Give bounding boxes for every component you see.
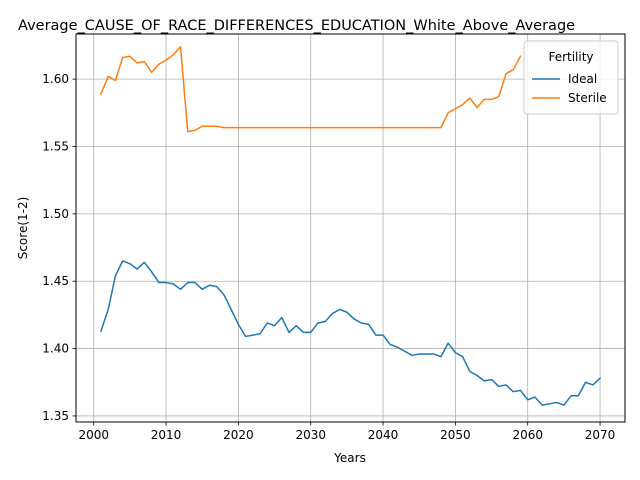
x-tick-label: 2030 (295, 428, 326, 442)
chart-title: Average_CAUSE_OF_RACE_DIFFERENCES_EDUCAT… (18, 18, 575, 34)
y-tick-label: 1.35 (42, 409, 69, 423)
x-tick-label: 2060 (512, 428, 543, 442)
series-line-sterile (99, 46, 522, 133)
x-tick-label: 2010 (151, 428, 182, 442)
series-line-ideal (100, 260, 602, 406)
y-tick-label: 1.50 (42, 207, 69, 221)
plot-area-frame (75, 33, 626, 423)
legend-label-ideal: Ideal (568, 72, 597, 86)
y-axis-ticks: 1.35 1.40 1.45 1.50 1.55 1.60 (42, 72, 76, 423)
x-axis-ticks: 2000 2010 2020 2030 2040 2050 2060 2070 (78, 422, 615, 442)
y-tick-label: 1.55 (42, 139, 69, 153)
x-tick-label: 2000 (78, 428, 109, 442)
x-tick-label: 2020 (223, 428, 254, 442)
x-axis-label: Years (333, 451, 366, 465)
legend: Fertility Ideal Sterile (523, 40, 619, 115)
x-tick-label: 2040 (368, 428, 399, 442)
y-tick-label: 1.45 (42, 274, 69, 288)
series-lines (99, 46, 602, 406)
y-tick-label: 1.40 (42, 342, 69, 356)
legend-title: Fertility (548, 50, 593, 64)
y-tick-label: 1.60 (42, 72, 69, 86)
x-tick-label: 2050 (440, 428, 471, 442)
legend-frame (523, 40, 619, 115)
x-tick-label: 2070 (585, 428, 616, 442)
y-axis-label: Score(1-2) (16, 197, 30, 260)
legend-label-sterile: Sterile (568, 91, 607, 105)
